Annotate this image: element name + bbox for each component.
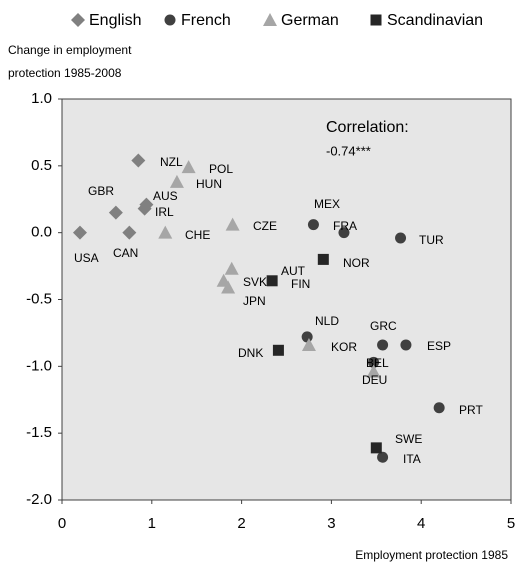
point — [400, 339, 412, 351]
y-tick-label: 0.5 — [31, 157, 52, 174]
legend-label: German — [281, 12, 339, 29]
point — [272, 344, 284, 356]
point-label: ESP — [427, 339, 451, 353]
point-label: GRC — [370, 319, 397, 333]
y-tick-label: 0.0 — [31, 224, 52, 241]
x-axis-label: Employment protection 1985 — [355, 548, 508, 562]
point — [108, 205, 123, 220]
point-label: POL — [209, 162, 233, 176]
point-label: ITA — [403, 452, 421, 466]
point-label: FRA — [333, 219, 357, 233]
plot-area — [61, 98, 512, 501]
point-label: NLD — [315, 314, 339, 328]
point — [221, 280, 236, 294]
point — [181, 160, 196, 174]
point-label: NOR — [343, 256, 370, 270]
point-label: NZL — [160, 155, 183, 169]
y-axis-label: protection 1985-2008 — [8, 66, 122, 80]
point-label: SWE — [395, 432, 422, 446]
point — [137, 201, 152, 216]
y-tick-label: -1.5 — [26, 424, 52, 441]
point-label: HUN — [196, 177, 222, 191]
point — [301, 331, 313, 343]
point-label: CHE — [185, 228, 210, 242]
legend-label: English — [89, 12, 141, 29]
x-tick-label: 5 — [507, 515, 515, 532]
point — [377, 451, 389, 463]
point-label: AUT — [281, 264, 306, 278]
point — [366, 364, 381, 378]
point-label: CZE — [253, 219, 277, 233]
point-label: CAN — [113, 246, 138, 260]
point — [266, 275, 278, 287]
point-label: JPN — [243, 294, 266, 308]
point — [122, 225, 137, 240]
point-label: SVK — [243, 275, 267, 289]
x-tick-label: 1 — [148, 515, 156, 532]
point — [131, 153, 146, 168]
annotation: -0.74*** — [326, 143, 371, 158]
y-tick-label: 1.0 — [31, 90, 52, 107]
point — [301, 337, 316, 351]
point-label: PRT — [459, 403, 483, 417]
x-tick-label: 3 — [327, 515, 335, 532]
point — [307, 219, 319, 231]
legend-marker — [370, 14, 382, 26]
y-tick-label: -1.0 — [26, 357, 52, 374]
legend-marker — [71, 13, 85, 27]
point — [224, 261, 239, 275]
point — [317, 253, 329, 265]
point — [169, 174, 184, 188]
point-label: AUS — [153, 189, 178, 203]
point-label: IRL — [155, 205, 174, 219]
point-label: KOR — [331, 340, 357, 354]
x-tick-label: 4 — [417, 515, 425, 532]
point — [158, 225, 173, 239]
point — [225, 217, 240, 231]
point-label: FIN — [291, 277, 310, 291]
point — [377, 339, 389, 351]
point-label: BEL — [366, 356, 389, 370]
point — [433, 402, 445, 414]
point-label: DEU — [362, 373, 387, 387]
legend-marker — [164, 14, 176, 26]
y-axis-label: Change in employment — [8, 43, 132, 57]
point — [72, 225, 87, 240]
y-tick-label: -2.0 — [26, 491, 52, 508]
x-tick-label: 2 — [237, 515, 245, 532]
x-tick-label: 0 — [58, 515, 66, 532]
point-label: TUR — [419, 233, 444, 247]
point-label: DNK — [238, 346, 263, 360]
y-tick-label: -0.5 — [26, 290, 52, 307]
point-label: USA — [74, 251, 99, 265]
point — [368, 356, 380, 368]
annotation: Correlation: — [326, 119, 409, 136]
point — [370, 442, 382, 454]
legend-label: French — [181, 12, 231, 29]
legend-label: Scandinavian — [387, 12, 483, 29]
legend-marker — [263, 13, 277, 26]
point-label: GBR — [88, 184, 114, 198]
point-label: MEX — [314, 197, 340, 211]
point — [338, 227, 350, 239]
point — [395, 232, 407, 244]
